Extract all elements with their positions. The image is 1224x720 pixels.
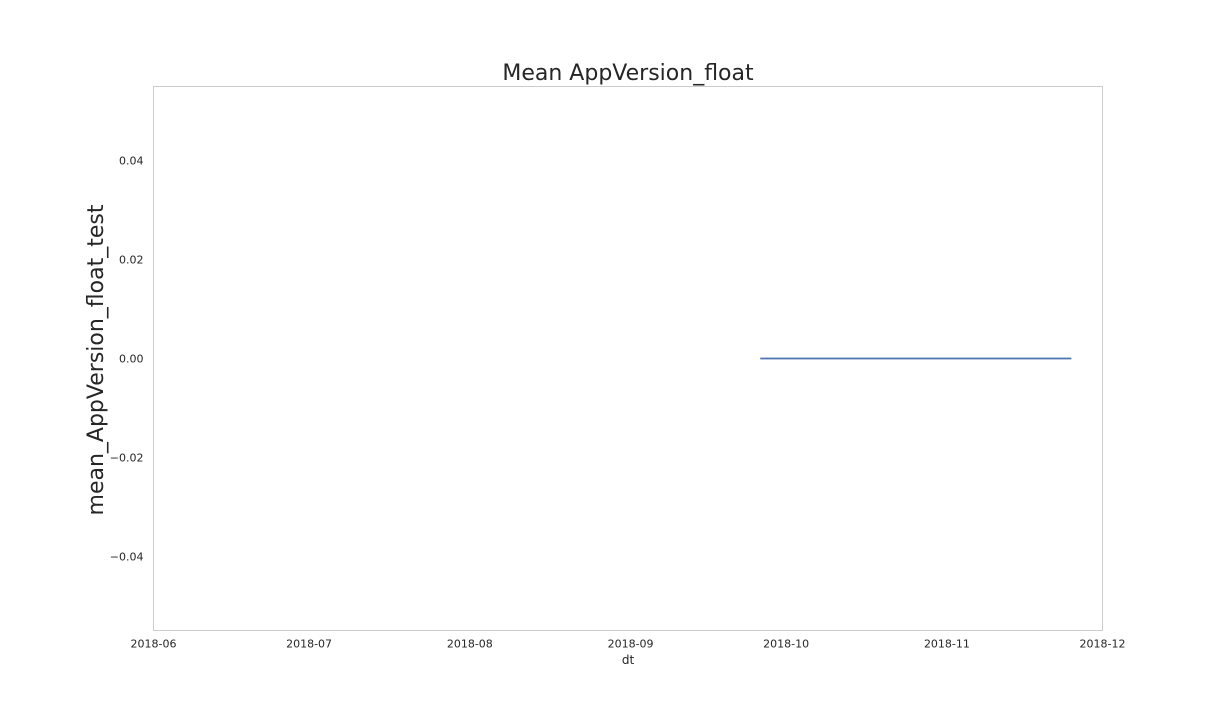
- x-axis-label: dt: [622, 653, 635, 667]
- y-axis-label: mean_AppVersion_float_test: [84, 204, 109, 515]
- x-tick-label: 2018-11: [924, 638, 970, 651]
- y-tick-label: 0.00: [119, 353, 144, 366]
- y-tick-label: −0.04: [110, 550, 144, 563]
- x-tick-label: 2018-09: [608, 638, 654, 651]
- x-tick-label: 2018-08: [447, 638, 493, 651]
- y-axis-ticks: 0.04 0.02 0.00 −0.02 −0.04: [110, 155, 144, 564]
- x-axis-ticks: 2018-06 2018-07 2018-08 2018-09 2018-10 2018-…: [131, 638, 1126, 651]
- chart-title: Mean AppVersion_float: [502, 61, 754, 86]
- y-tick-label: 0.02: [119, 254, 144, 267]
- x-tick-label: 2018-07: [286, 638, 332, 651]
- x-tick-label: 2018-06: [131, 638, 177, 651]
- y-tick-label: −0.02: [110, 451, 144, 464]
- x-tick-label: 2018-10: [763, 638, 809, 651]
- x-tick-label: 2018-12: [1080, 638, 1126, 651]
- y-tick-label: 0.04: [119, 155, 144, 168]
